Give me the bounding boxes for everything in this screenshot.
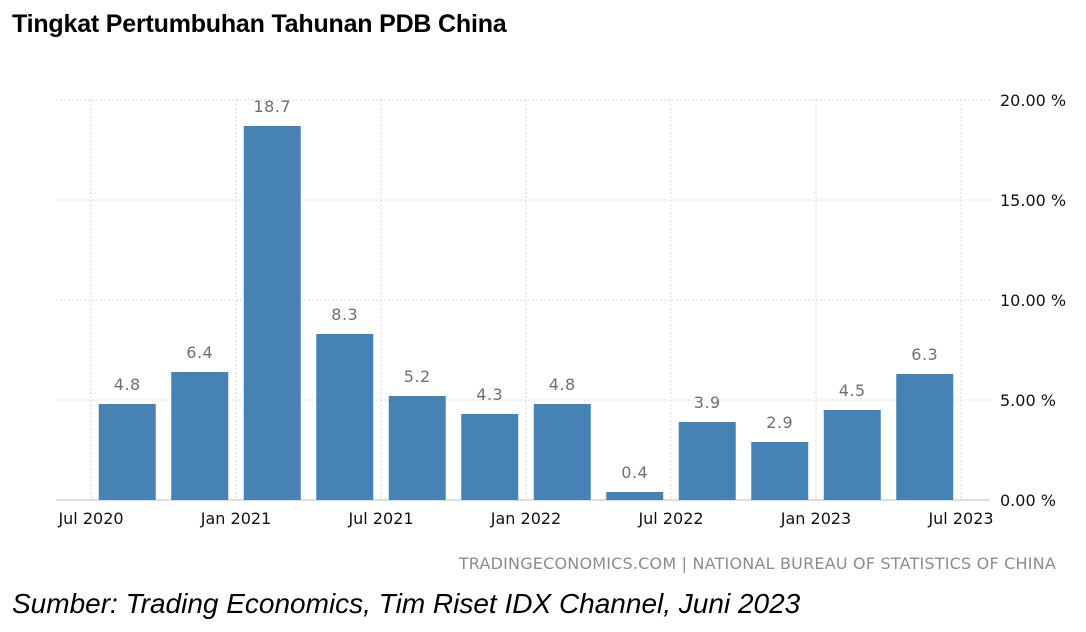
- chart-title: Tingkat Pertumbuhan Tahunan PDB China: [12, 10, 507, 38]
- x-tick-label: Jan 2023: [780, 509, 851, 528]
- x-tick-label: Jan 2021: [200, 509, 271, 528]
- bar: [678, 422, 736, 500]
- y-tick-label: 5.00 %: [1000, 391, 1056, 410]
- x-tick-label: Jul 2022: [637, 509, 703, 528]
- bar-value-label: 6.3: [911, 345, 938, 364]
- bar-value-label: 0.4: [621, 463, 648, 482]
- bar-value-label: 4.8: [549, 375, 576, 394]
- bar: [171, 372, 229, 500]
- bar-value-label: 18.7: [253, 97, 291, 116]
- caption: Sumber: Trading Economics, Tim Riset IDX…: [12, 588, 801, 619]
- x-tick-label: Jan 2022: [490, 509, 561, 528]
- bar: [388, 396, 446, 500]
- source-credit: TRADINGECONOMICS.COM | NATIONAL BUREAU O…: [458, 554, 1056, 573]
- bar: [461, 414, 519, 500]
- bar-value-label: 3.9: [694, 393, 721, 412]
- y-tick-label: 0.00 %: [1000, 491, 1056, 510]
- bar-value-label: 4.8: [114, 375, 141, 394]
- x-tick-label: Jul 2023: [927, 509, 993, 528]
- bar: [98, 404, 156, 500]
- bar-value-label: 4.5: [839, 381, 866, 400]
- y-tick-label: 15.00 %: [1000, 191, 1066, 210]
- bar-value-label: 5.2: [404, 367, 431, 386]
- bar: [316, 334, 374, 500]
- bar-value-label: 2.9: [766, 413, 793, 432]
- bar: [751, 442, 809, 500]
- bar: [823, 410, 881, 500]
- bar-value-label: 8.3: [331, 305, 358, 324]
- y-tick-label: 10.00 %: [1000, 291, 1066, 310]
- bar-value-label: 4.3: [476, 385, 503, 404]
- y-tick-label: 20.00 %: [1000, 91, 1066, 110]
- bar: [533, 404, 591, 500]
- x-tick-label: Jul 2020: [57, 509, 123, 528]
- bar-value-label: 6.4: [186, 343, 213, 362]
- x-tick-label: Jul 2021: [347, 509, 413, 528]
- bar: [606, 492, 664, 500]
- bar: [896, 374, 954, 500]
- bar: [243, 126, 301, 500]
